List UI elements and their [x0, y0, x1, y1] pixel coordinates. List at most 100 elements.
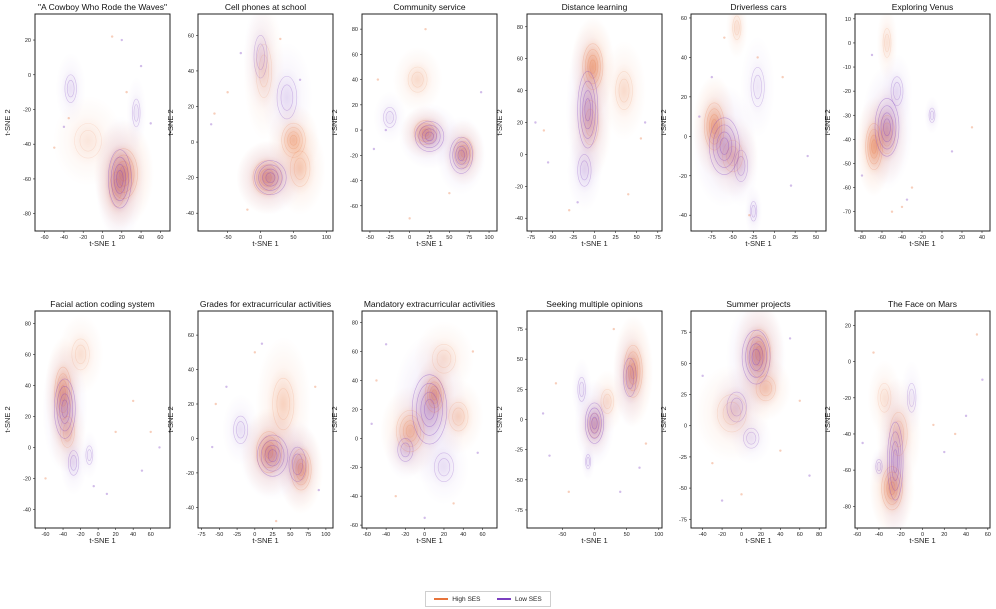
x-tick-label: 0 — [740, 532, 743, 538]
high-ses-contour-0-3 — [711, 119, 718, 134]
low-ses-density-0 — [873, 93, 901, 162]
x-tick-label: -25 — [233, 532, 241, 538]
x-tick-label: -75 — [198, 532, 206, 538]
high-ses-contour-1-2 — [402, 420, 418, 442]
plot-area — [527, 14, 662, 231]
y-tick-label: -40 — [350, 494, 358, 500]
high-ses-contour-2-0 — [448, 401, 469, 432]
high-ses-point-2 — [314, 385, 317, 388]
high-ses-contour-0-2 — [116, 160, 131, 187]
low-ses-density-1 — [447, 134, 475, 177]
low-ses-contour-2-1 — [256, 43, 265, 70]
x-tick-label: -80 — [858, 235, 866, 241]
high-ses-contour-0-3 — [871, 139, 877, 154]
y-tick-label: -40 — [515, 216, 523, 222]
y-axis-label: t-SNE 2 — [166, 109, 175, 135]
x-tick-label: 50 — [624, 532, 630, 538]
y-axis-label: t-SNE 2 — [330, 406, 339, 432]
y-tick-label: 0 — [28, 445, 31, 451]
x-tick-label: 20 — [941, 532, 947, 538]
x-tick-label: 100 — [321, 532, 330, 538]
low-ses-point-1 — [808, 474, 811, 477]
x-axis-label: t-SNE 1 — [89, 239, 115, 248]
x-tick-label: 50 — [290, 235, 296, 241]
low-ses-contour-0-0 — [254, 160, 287, 196]
high-ses-density-2 — [68, 332, 93, 377]
x-tick-label: -40 — [59, 532, 67, 538]
low-ses-point-1 — [225, 385, 228, 388]
x-tick-label: 0 — [259, 235, 262, 241]
high-ses-contour-1-3 — [460, 148, 467, 158]
low-ses-point-3 — [92, 484, 95, 488]
low-ses-contour-0-0 — [53, 378, 76, 439]
low-ses-contour-0-0 — [887, 421, 904, 501]
low-ses-contour-0-0 — [107, 149, 132, 209]
x-tick-label: -20 — [77, 532, 85, 538]
low-ses-contour-2-0 — [253, 35, 268, 79]
x-tick-label: 75 — [466, 235, 472, 241]
low-ses-contour-0-2 — [422, 128, 437, 145]
low-ses-contour-0-2 — [420, 391, 439, 428]
x-tick-label: 20 — [119, 235, 125, 241]
high-ses-contour-0-1 — [625, 351, 641, 392]
low-ses-contour-0-0 — [256, 434, 289, 477]
y-tick-label: 0 — [28, 73, 31, 79]
high-ses-point-0 — [542, 129, 546, 132]
low-ses-contour-2-1 — [437, 458, 451, 477]
low-ses-point-2 — [576, 201, 579, 204]
high-ses-contour-2-1 — [75, 344, 87, 365]
panel-cell-phones-at-school: Cell phones at school -50 0 50 100 -40 -20 0 20 4… — [166, 2, 334, 248]
low-ses-point-2 — [370, 422, 373, 426]
high-ses-point-2 — [953, 432, 957, 436]
high-ses-point-3 — [975, 333, 979, 336]
high-ses-point-2 — [408, 217, 411, 220]
high-ses-contour-0-2 — [869, 134, 879, 159]
high-ses-contour-2-1 — [884, 33, 890, 52]
x-tick-label: 60 — [157, 235, 163, 241]
x-axis-label: t-SNE 1 — [581, 536, 607, 545]
low-ses-contour-2-1 — [385, 111, 394, 124]
x-tick-label: 0 — [773, 235, 776, 241]
high-ses-contour-2-0 — [407, 66, 428, 93]
y-tick-label: -60 — [350, 204, 358, 210]
x-tick-label: 40 — [777, 532, 783, 538]
x-tick-label: -60 — [42, 532, 50, 538]
x-tick-label: 20 — [758, 532, 764, 538]
low-ses-contour-0-3 — [116, 170, 124, 188]
low-ses-contour-1-1 — [730, 397, 743, 417]
high-ses-point-1 — [781, 75, 784, 79]
low-ses-contour-1-1 — [70, 455, 78, 471]
x-tick-label: 40 — [138, 235, 144, 241]
high-ses-contour-0-2 — [262, 441, 276, 463]
x-tick-label: 0 — [921, 532, 924, 538]
low-ses-contour-0-3 — [719, 137, 730, 155]
low-ses-contour-1-0 — [734, 149, 748, 182]
y-tick-label: -20 — [23, 476, 31, 482]
low-ses-density-2 — [740, 424, 763, 453]
low-ses-density-1 — [927, 105, 937, 126]
low-ses-density-2 — [380, 103, 399, 132]
low-ses-contour-1-0 — [875, 458, 883, 475]
x-tick-label: -25 — [569, 235, 577, 241]
high-ses-contour-0-2 — [709, 114, 720, 139]
high-ses-contour-2-1 — [734, 20, 740, 36]
y-tick-label: 25 — [517, 387, 523, 393]
panel-title: The Face on Mars — [888, 299, 957, 309]
high-ses-point-1 — [471, 350, 475, 353]
low-ses-contour-2-0 — [85, 445, 94, 465]
legend-item-low: Low SES — [496, 596, 542, 603]
low-ses-point-1 — [860, 174, 864, 177]
high-ses-contour-2-1 — [411, 71, 424, 88]
y-tick-label: -75 — [515, 508, 523, 514]
low-ses-contour-0-3 — [425, 131, 434, 142]
x-tick-label: -50 — [224, 235, 232, 241]
high-ses-point-3 — [424, 27, 427, 31]
y-tick-label: 80 — [25, 321, 31, 327]
plot-area — [35, 311, 170, 528]
x-tick-label: 60 — [148, 532, 154, 538]
y-tick-label: 40 — [681, 55, 687, 61]
low-ses-contour-0-3 — [267, 449, 278, 462]
low-ses-point-3 — [943, 450, 946, 454]
low-ses-contour-0-3 — [265, 172, 276, 183]
y-tick-label: -60 — [23, 177, 31, 183]
